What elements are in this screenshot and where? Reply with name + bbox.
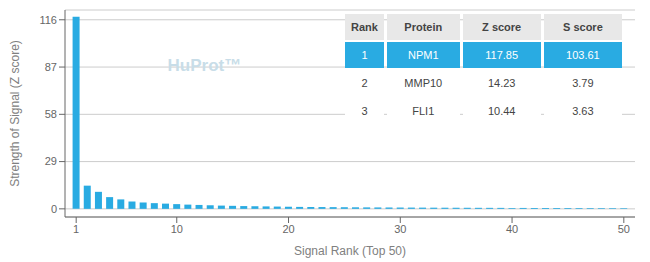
svg-text:30: 30	[394, 223, 406, 235]
html-text:Rank: Rank	[351, 21, 378, 33]
html-text:2: 2	[361, 77, 368, 89]
svg-text:87: 87	[45, 61, 57, 73]
svg-text:50: 50	[618, 223, 630, 235]
html-text:HuProt™: HuProt™	[167, 55, 242, 75]
svg-text:Signal Rank (Top 50): Signal Rank (Top 50)	[294, 244, 406, 258]
html-text:S score: S score	[563, 21, 603, 33]
svg-text:20: 20	[282, 223, 294, 235]
html-text:Protein: Protein	[404, 21, 443, 33]
html-text:3.79: 3.79	[572, 77, 594, 89]
svg-text:1: 1	[73, 223, 79, 235]
html-text:10.44: 10.44	[487, 105, 516, 117]
html-text:3: 3	[361, 105, 368, 117]
svg-text:0: 0	[51, 203, 57, 215]
html-text:1: 1	[361, 49, 368, 61]
html-text:Z score: Z score	[482, 21, 522, 33]
html-text:3.63: 3.63	[572, 105, 594, 117]
svg-text:29: 29	[45, 155, 57, 167]
html-text:FLI1: FLI1	[412, 105, 435, 117]
html-text:103.61: 103.61	[566, 49, 600, 61]
html-text:14.23: 14.23	[487, 77, 516, 89]
html-text:117.85: 117.85	[485, 49, 519, 61]
svg-text:116: 116	[39, 14, 57, 26]
html-text:MMP10: MMP10	[404, 77, 443, 89]
svg-text:Strength of Signal (Z score): Strength of Signal (Z score)	[8, 40, 22, 187]
svg-text:10: 10	[171, 223, 183, 235]
svg-text:58: 58	[45, 108, 57, 120]
html-text:NPM1: NPM1	[408, 49, 439, 61]
svg-text:40: 40	[506, 223, 518, 235]
